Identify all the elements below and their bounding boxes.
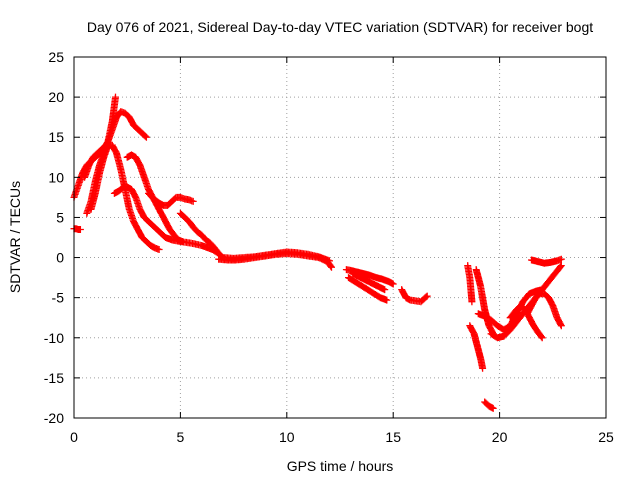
plus-markers <box>523 290 565 330</box>
plus-markers <box>398 286 431 306</box>
series-track-6 <box>110 183 223 257</box>
plus-markers <box>345 274 391 304</box>
series-track-13 <box>345 274 391 304</box>
plus-markers <box>81 141 110 181</box>
y-tick-label: 15 <box>48 129 64 145</box>
y-tick-label: 20 <box>48 89 64 105</box>
grid-lines <box>74 57 606 418</box>
x-tick-label: 15 <box>385 429 401 445</box>
y-tick-label: 10 <box>48 169 64 185</box>
series-track-24 <box>528 255 565 267</box>
series-track-3 <box>87 141 163 253</box>
plus-markers <box>110 183 223 257</box>
y-tick-labels: -20 -15 -10 -5 0 5 10 15 20 25 <box>44 49 64 426</box>
y-tick-label: 5 <box>56 209 64 225</box>
plus-markers <box>528 255 565 267</box>
plus-markers <box>176 209 227 262</box>
x-tick-label: 25 <box>598 429 614 445</box>
series-track-4 <box>81 141 110 181</box>
y-axis-label: SDTVAR / TECUs <box>7 181 23 293</box>
x-tick-label: 0 <box>70 429 78 445</box>
chart-title: Day 076 of 2021, Sidereal Day-to-day VTE… <box>87 19 593 35</box>
y-tick-label: 0 <box>56 250 64 266</box>
x-tick-label: 10 <box>279 429 295 445</box>
x-tick-label: 5 <box>177 429 185 445</box>
x-tick-label: 20 <box>492 429 508 445</box>
series-track-8 <box>145 189 197 209</box>
x-tick-labels: 0 5 10 15 20 25 <box>70 429 614 445</box>
plot-frame <box>73 56 607 419</box>
series-track-18 <box>466 322 487 372</box>
y-tick-label: 25 <box>48 49 64 65</box>
y-tick-label: -20 <box>44 410 64 426</box>
plus-markers <box>464 262 476 306</box>
plus-markers <box>481 398 497 412</box>
series-track-23 <box>523 290 565 330</box>
plus-markers <box>145 189 197 209</box>
series-track-9 <box>176 209 227 262</box>
series-track-14 <box>349 270 389 294</box>
x-axis-label: GPS time / hours <box>287 458 394 474</box>
y-tick-label: -5 <box>52 290 65 306</box>
series-track-17 <box>472 266 497 338</box>
axis-ticks <box>73 56 607 419</box>
series-track-16 <box>464 262 476 306</box>
data-points <box>70 93 565 412</box>
plus-markers <box>349 270 389 294</box>
series-track-15 <box>398 286 431 306</box>
series-track-11 <box>219 248 333 265</box>
series-track-19 <box>481 398 497 412</box>
y-tick-label: -10 <box>44 330 64 346</box>
y-tick-label: -15 <box>44 370 64 386</box>
series-track-5 <box>70 225 84 233</box>
plus-markers <box>466 322 487 372</box>
plus-markers <box>472 266 497 338</box>
plus-markers <box>219 248 333 265</box>
plus-markers <box>70 225 84 233</box>
plus-markers <box>87 141 163 253</box>
